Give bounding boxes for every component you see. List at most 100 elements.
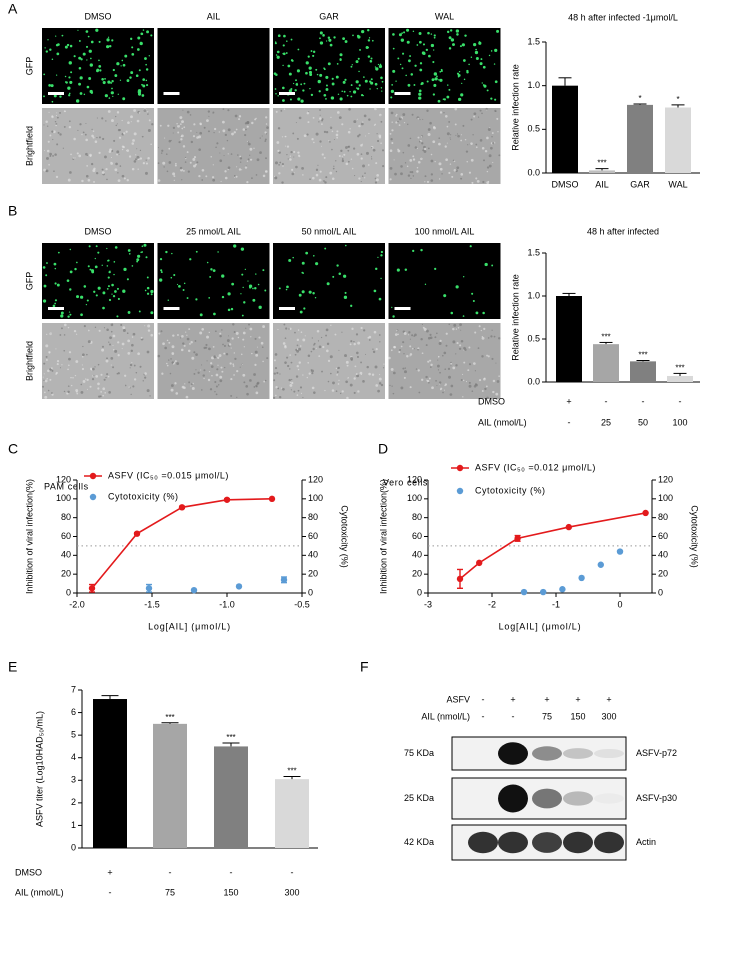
texture — [357, 341, 361, 345]
texture — [297, 389, 300, 392]
texture — [187, 170, 190, 173]
cell-dot — [142, 84, 146, 88]
texture — [335, 367, 338, 370]
texture — [266, 126, 269, 129]
texture — [448, 120, 451, 123]
cell-dot — [283, 34, 286, 38]
x-tick-label: -1.5 — [144, 599, 160, 609]
texture — [235, 175, 238, 178]
texture — [190, 130, 192, 132]
data-point — [235, 583, 243, 590]
series-line — [91, 498, 273, 589]
texture — [122, 329, 126, 333]
cell-dot — [390, 89, 395, 93]
panel-letter: C — [8, 441, 18, 457]
cell-dot — [113, 261, 116, 263]
texture — [97, 382, 100, 386]
texture — [371, 158, 373, 160]
texture — [253, 373, 256, 376]
texture — [43, 373, 45, 375]
cell-dot — [116, 287, 119, 290]
texture — [235, 128, 238, 131]
texture — [283, 323, 286, 326]
cell-dot — [167, 299, 170, 302]
cell-dot — [257, 283, 260, 286]
cell-dot — [131, 265, 134, 267]
texture — [222, 120, 225, 124]
texture — [336, 130, 339, 133]
y2-tick-label: 80 — [658, 512, 668, 522]
texture — [206, 335, 209, 339]
texture — [448, 171, 451, 175]
data-point — [456, 575, 464, 583]
texture — [142, 380, 144, 382]
texture — [147, 324, 151, 328]
texture — [246, 140, 248, 142]
row-value: 300 — [284, 887, 299, 897]
cell-dot — [447, 84, 449, 86]
cell-dot — [462, 59, 466, 62]
cell-dot — [365, 45, 369, 50]
texture — [475, 177, 478, 180]
cell-dot — [367, 55, 371, 58]
texture — [64, 110, 66, 113]
cell-dot — [50, 84, 54, 88]
cell-dot — [322, 34, 325, 37]
texture — [496, 380, 500, 383]
texture — [67, 390, 70, 394]
texture — [302, 396, 304, 399]
texture — [147, 329, 151, 332]
texture — [315, 347, 317, 349]
texture — [162, 161, 166, 165]
scale-bar — [394, 307, 411, 310]
texture — [277, 387, 280, 390]
texture — [49, 134, 52, 137]
cell-dot — [110, 81, 113, 84]
cell-dot — [360, 94, 364, 97]
texture — [81, 179, 84, 183]
texture — [289, 368, 291, 370]
blot-row-value: 75 — [542, 711, 552, 721]
texture — [221, 329, 223, 331]
texture — [68, 120, 71, 123]
cell-dot — [114, 246, 118, 249]
texture — [255, 384, 258, 387]
blot-band — [532, 746, 562, 761]
bar — [275, 779, 309, 848]
texture — [328, 140, 330, 142]
texture — [75, 388, 79, 392]
texture — [52, 155, 54, 157]
bar — [630, 361, 656, 382]
texture — [481, 146, 485, 150]
texture — [122, 326, 126, 330]
texture — [453, 168, 457, 172]
texture — [45, 156, 49, 160]
row-value: 75 — [165, 887, 175, 897]
texture — [296, 344, 299, 347]
texture — [323, 180, 325, 182]
texture — [110, 161, 112, 164]
cell-dot — [68, 76, 71, 79]
texture — [335, 170, 338, 173]
row-value: 50 — [638, 417, 648, 427]
texture — [460, 177, 463, 180]
texture — [372, 148, 376, 152]
texture — [261, 346, 264, 348]
cell-dot — [60, 314, 64, 318]
texture — [471, 390, 474, 393]
texture — [201, 168, 205, 172]
cell-dot — [88, 245, 91, 248]
texture — [250, 336, 252, 338]
texture — [327, 359, 331, 362]
texture — [330, 324, 332, 327]
texture — [174, 164, 177, 167]
cell-dot — [90, 40, 94, 44]
texture — [200, 389, 203, 391]
texture — [61, 364, 63, 366]
blot-row-value: + — [544, 694, 549, 704]
texture — [63, 390, 66, 393]
error-bar — [673, 372, 687, 376]
cell-dot — [89, 63, 93, 67]
texture — [393, 345, 396, 349]
texture — [432, 140, 436, 144]
